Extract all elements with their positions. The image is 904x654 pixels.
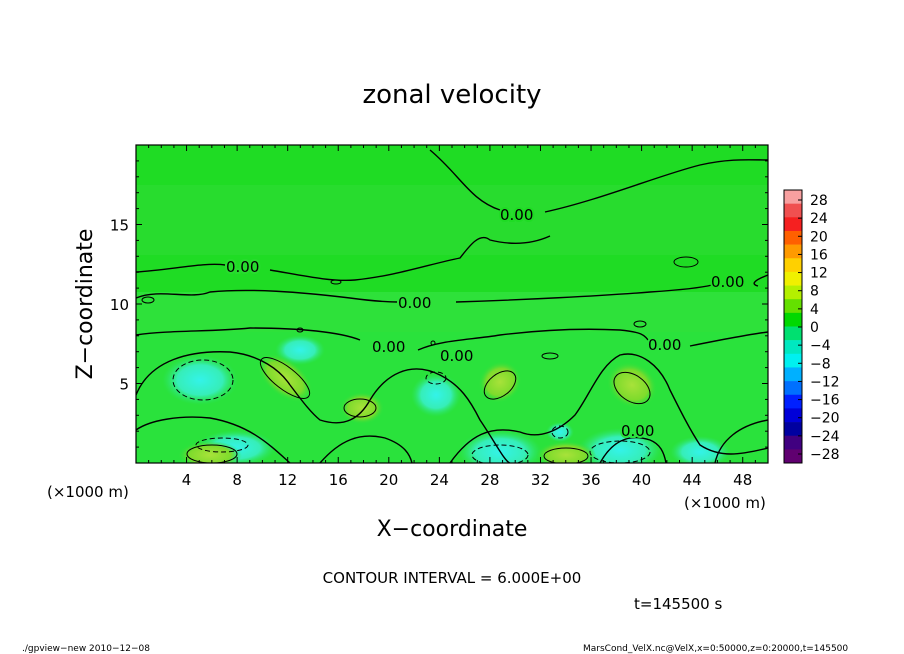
- contour-label: 0.00: [711, 273, 744, 291]
- field-neg-spot: [458, 430, 542, 463]
- x-tick-label: 24: [430, 471, 449, 489]
- contour-labels: 0.00 0.00 0.00 0.00 0.00 0.00 0.00 0.00: [224, 204, 746, 442]
- colorbar-label: −28: [810, 447, 840, 463]
- neg-contours: [172, 359, 651, 463]
- footer-right: MarsCond_VelX.nc@VelX,x=0:50000,z=0:2000…: [583, 644, 848, 654]
- field-pos-spot: [536, 441, 596, 463]
- x-unit-right: (×1000 m): [684, 494, 766, 512]
- x-unit-left: (×1000 m): [47, 483, 129, 501]
- colorbar-swatch: [784, 340, 802, 355]
- colorbar-swatch: [784, 230, 802, 245]
- chart-title: zonal velocity: [362, 80, 541, 110]
- colorbar-swatch: [784, 190, 802, 204]
- colorbar-label: 20: [810, 229, 828, 245]
- colorbar-label: −20: [810, 411, 840, 427]
- colorbar: 28 24 20 16 12 8 4 0 −4 −8 −12 −16 −20 −24 −28: [783, 189, 840, 464]
- field-neg-spot: [275, 335, 325, 365]
- plot-area: [136, 145, 768, 463]
- colorbar-swatch: [784, 217, 802, 232]
- colorbar-swatch: [784, 353, 802, 368]
- contour-label: 0.00: [226, 258, 259, 276]
- field-band-upper: [136, 185, 768, 255]
- field-neg-spot: [578, 428, 662, 463]
- contour-label: 0.00: [440, 347, 473, 365]
- colorbar-label: −4: [810, 338, 831, 354]
- contour-label: 0.00: [500, 206, 533, 224]
- colorbar-label: −24: [810, 429, 840, 445]
- colorbar-label: 8: [810, 284, 819, 300]
- colorbar-label: 12: [810, 266, 828, 282]
- colorbar-swatch: [784, 285, 802, 300]
- contour-label: 0.00: [372, 338, 405, 356]
- pos-contours: [186, 357, 651, 463]
- colorbar-swatch: [784, 435, 802, 450]
- x-tick-label: 40: [632, 471, 651, 489]
- contour-label: 0.00: [621, 422, 654, 440]
- y-tick-label: 5: [119, 376, 129, 394]
- field-neg-spot: [162, 355, 238, 405]
- colorbar-swatch: [784, 312, 802, 327]
- colorbar-swatch: [784, 449, 802, 464]
- zero-contours: [136, 149, 768, 463]
- x-tick-label: 48: [733, 471, 752, 489]
- contour-specks: [141, 256, 699, 360]
- colorbar-swatch: [784, 408, 802, 423]
- x-tick-label: 8: [232, 471, 242, 489]
- y-axis: 5 10 15: [110, 144, 768, 464]
- colorbar-swatch: [784, 422, 802, 436]
- y-axis-title: Z−coordinate: [73, 229, 98, 380]
- contour-interval-note: CONTOUR INTERVAL = 6.000E+00: [323, 569, 582, 587]
- x-tick-label: 16: [329, 471, 348, 489]
- colorbar-swatch: [784, 258, 802, 273]
- x-tick-label: 32: [531, 471, 550, 489]
- colorbar-swatch: [784, 367, 802, 382]
- field-neg-spot: [546, 422, 574, 442]
- colorbar-label: −8: [810, 356, 831, 372]
- x-tick-label: 12: [278, 471, 297, 489]
- x-tick-label: 4: [182, 471, 192, 489]
- colorbar-label: 16: [810, 247, 828, 263]
- field-pos-spot: [340, 392, 384, 424]
- x-tick-label: 20: [379, 471, 398, 489]
- colorbar-label: −12: [810, 374, 840, 390]
- colorbar-label: 24: [810, 211, 828, 227]
- x-axis-title: X−coordinate: [377, 517, 528, 542]
- colorbar-label: −16: [810, 393, 840, 409]
- colorbar-swatch: [784, 271, 802, 286]
- contour-label: 0.00: [648, 336, 681, 354]
- field-band-mid: [136, 292, 768, 332]
- colorbar-swatch: [784, 299, 802, 314]
- colorbar-swatch: [784, 203, 802, 218]
- field-neg-spot: [670, 436, 730, 463]
- colorbar-label: 28: [810, 193, 828, 209]
- colorbar-label: 0: [810, 320, 819, 336]
- x-tick-label: 36: [581, 471, 600, 489]
- time-label: t=145500 s: [634, 595, 722, 613]
- colorbar-swatch: [784, 394, 802, 409]
- x-tick-label: 44: [683, 471, 702, 489]
- footer-left: ./gpview−new 2010−12−08: [22, 644, 150, 654]
- contour-label: 0.00: [398, 294, 431, 312]
- colorbar-swatch: [784, 244, 802, 259]
- colorbar-swatch: [784, 326, 802, 341]
- field-neg-spot: [411, 373, 461, 417]
- y-tick-label: 15: [110, 217, 129, 235]
- colorbar-label: 4: [810, 302, 819, 318]
- x-axis: 4 8 12 16 20 24 28 32 36 40 44 48: [135, 145, 769, 489]
- x-tick-label: 28: [480, 471, 499, 489]
- colorbar-swatch: [784, 381, 802, 396]
- y-tick-label: 10: [110, 296, 129, 314]
